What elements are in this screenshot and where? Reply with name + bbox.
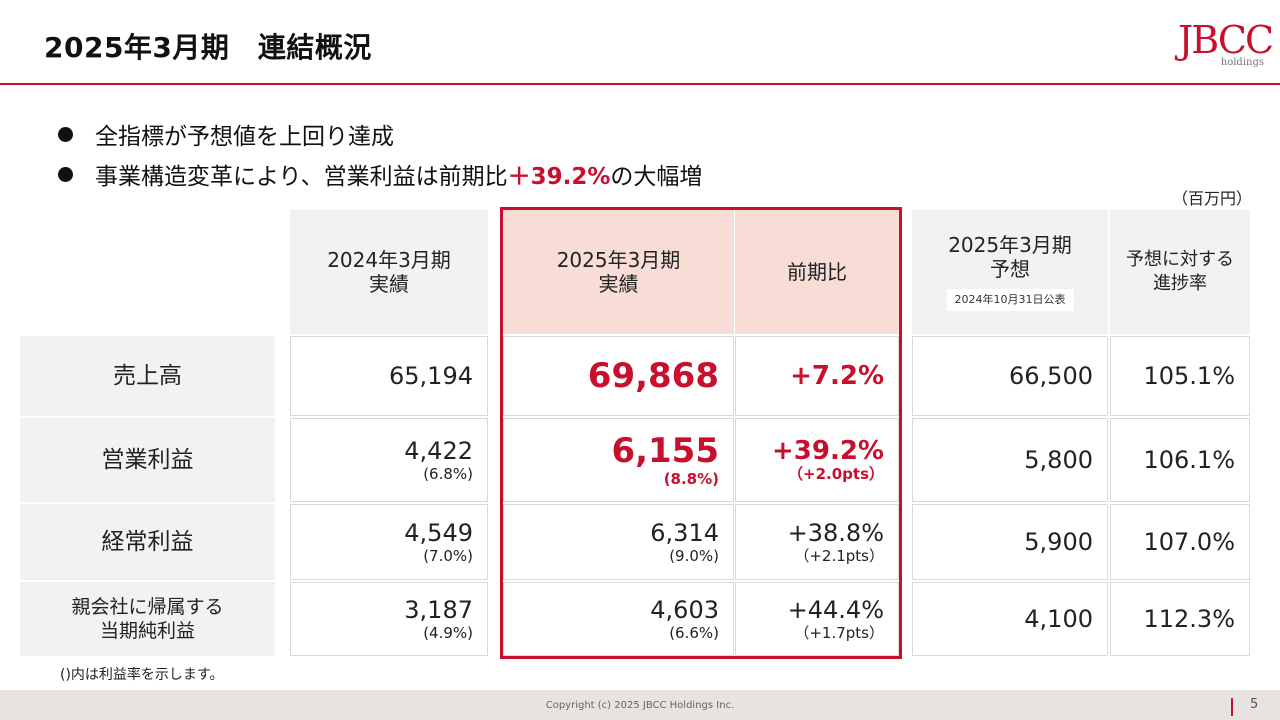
column-header-curr: 2025年3月期 実績 xyxy=(503,210,734,334)
cell-value: 5,900 xyxy=(1024,528,1093,556)
column-header-yoy: 前期比 xyxy=(735,210,899,334)
bullet-text: 事業構造変革により、営業利益は前期比 xyxy=(95,164,508,190)
logo-sub: holdings xyxy=(1220,57,1264,68)
column-header-line: 実績 xyxy=(369,272,409,296)
footnote: ()内は利益率を示します。 xyxy=(60,667,224,683)
unit-label: （百万円） xyxy=(1172,189,1253,208)
page-number-bar xyxy=(1231,698,1233,716)
cell-progress: 105.1% xyxy=(1110,336,1250,416)
cell-yoy: +39.2% （+2.0pts） xyxy=(735,418,899,502)
row-label: 経常利益 xyxy=(101,529,194,555)
cell-margin: (6.6%) xyxy=(669,624,719,642)
column-header-progress: 予想に対する 進捗率 xyxy=(1110,210,1250,334)
cell-curr: 69,868 xyxy=(503,336,734,416)
column-header-line: 進捗率 xyxy=(1153,273,1207,294)
column-header-line: 実績 xyxy=(598,272,639,296)
cell-value: 4,549 xyxy=(404,519,473,547)
bullet-text: 全指標が予想値を上回り達成 xyxy=(95,124,394,150)
cell-margin: （+2.1pts） xyxy=(794,547,884,565)
cell-yoy: +44.4% （+1.7pts） xyxy=(735,582,899,656)
cell-value: 106.1% xyxy=(1143,446,1235,474)
title-divider xyxy=(0,83,1280,85)
cell-margin: （+2.0pts） xyxy=(788,465,884,483)
column-header-line: 2025年3月期 xyxy=(948,233,1072,257)
cell-margin: （+1.7pts） xyxy=(794,624,884,642)
cell-forecast: 66,500 xyxy=(912,336,1108,416)
cell-curr: 4,603 (6.6%) xyxy=(503,582,734,656)
cell-value: +7.2% xyxy=(790,361,884,391)
column-header-line: 前期比 xyxy=(787,260,847,284)
cell-value: 66,500 xyxy=(1009,362,1093,390)
cell-yoy: +7.2% xyxy=(735,336,899,416)
cell-value: 3,187 xyxy=(404,596,473,624)
cell-value: 105.1% xyxy=(1143,362,1235,390)
summary-bullets: 全指標が予想値を上回り達成 事業構造変革により、営業利益は前期比 ＋39.2% … xyxy=(58,114,702,194)
footer: Copyright (c) 2025 JBCC Holdings Inc. 5 xyxy=(0,690,1280,720)
column-header-forecast: 2025年3月期 予想 2024年10月31日公表 xyxy=(912,210,1108,334)
cell-margin: (4.9%) xyxy=(423,624,473,642)
copyright: Copyright (c) 2025 JBCC Holdings Inc. xyxy=(545,700,735,711)
cell-yoy: +38.8% （+2.1pts） xyxy=(735,504,899,580)
logo-mark: JBCC xyxy=(1178,18,1274,62)
cell-value: +39.2% xyxy=(772,436,884,466)
cell-value: +38.8% xyxy=(787,519,884,547)
forecast-date-badge: 2024年10月31日公表 xyxy=(946,289,1074,311)
cell-progress: 107.0% xyxy=(1110,504,1250,580)
row-header-operating-profit: 営業利益 xyxy=(20,418,275,502)
cell-forecast: 5,900 xyxy=(912,504,1108,580)
row-label: 親会社に帰属する xyxy=(71,596,224,618)
column-header-line: 予想に対する xyxy=(1126,249,1234,270)
cell-margin: (8.8%) xyxy=(663,470,719,488)
row-label: 売上高 xyxy=(113,363,182,389)
bullet-highlight: ＋39.2% xyxy=(507,164,611,190)
cell-progress: 106.1% xyxy=(1110,418,1250,502)
cell-value: 4,100 xyxy=(1024,605,1093,633)
cell-value: 6,314 xyxy=(650,519,719,547)
row-label: 当期純利益 xyxy=(99,620,195,642)
cell-forecast: 5,800 xyxy=(912,418,1108,502)
bullet-text: の大幅増 xyxy=(610,164,703,190)
cell-value: 107.0% xyxy=(1143,528,1235,556)
cell-prev: 4,422 (6.8%) xyxy=(290,418,488,502)
column-header-line: 2024年3月期 xyxy=(327,248,451,272)
cell-value: 5,800 xyxy=(1024,446,1093,474)
cell-margin: (6.8%) xyxy=(423,465,473,483)
cell-value: 4,422 xyxy=(404,437,473,465)
cell-value: 65,194 xyxy=(389,362,473,390)
cell-prev: 4,549 (7.0%) xyxy=(290,504,488,580)
row-header-sales: 売上高 xyxy=(20,336,275,416)
bullet-dot-icon xyxy=(58,166,73,182)
cell-margin: (9.0%) xyxy=(669,547,719,565)
cell-margin: (7.0%) xyxy=(423,547,473,565)
row-header-ordinary-profit: 経常利益 xyxy=(20,504,275,580)
jbcc-logo: JBCC holdings xyxy=(1178,12,1274,70)
cell-progress: 112.3% xyxy=(1110,582,1250,656)
column-header-line: 予想 xyxy=(990,257,1030,281)
column-header-prev: 2024年3月期 実績 xyxy=(290,210,488,334)
cell-curr: 6,314 (9.0%) xyxy=(503,504,734,580)
page-title: 2025年3月期 連結概況 xyxy=(44,31,372,64)
cell-value: +44.4% xyxy=(787,596,884,624)
cell-forecast: 4,100 xyxy=(912,582,1108,656)
cell-value: 6,155 xyxy=(611,431,719,471)
bullet-item: 事業構造変革により、営業利益は前期比 ＋39.2% の大幅増 xyxy=(58,154,702,194)
column-header-line: 2025年3月期 xyxy=(556,248,681,272)
row-label: 営業利益 xyxy=(101,447,194,473)
row-header-net-income: 親会社に帰属する 当期純利益 xyxy=(20,582,275,656)
cell-prev: 65,194 xyxy=(290,336,488,416)
cell-value: 4,603 xyxy=(650,596,719,624)
bullet-dot-icon xyxy=(58,126,73,142)
cell-prev: 3,187 (4.9%) xyxy=(290,582,488,656)
page-number: 5 xyxy=(1250,697,1259,712)
cell-curr: 6,155 (8.8%) xyxy=(503,418,734,502)
bullet-item: 全指標が予想値を上回り達成 xyxy=(58,114,702,154)
cell-value: 69,868 xyxy=(587,356,719,396)
cell-value: 112.3% xyxy=(1143,605,1235,633)
